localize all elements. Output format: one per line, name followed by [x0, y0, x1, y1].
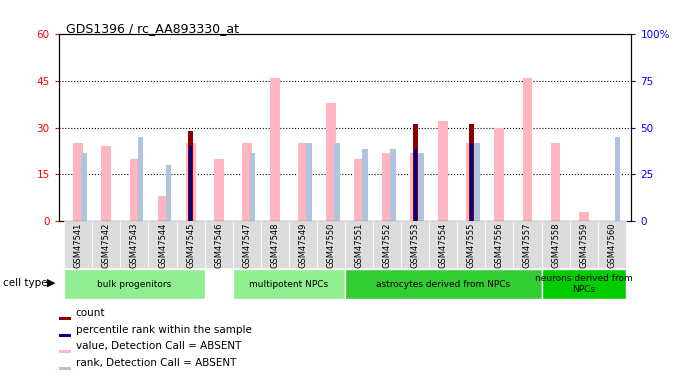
Text: astrocytes derived from NPCs: astrocytes derived from NPCs — [376, 280, 511, 289]
Text: GSM47558: GSM47558 — [551, 223, 560, 268]
Bar — [64, 269, 205, 299]
Text: bulk progenitors: bulk progenitors — [97, 280, 172, 289]
Bar — [418, 153, 424, 221]
Text: GSM47546: GSM47546 — [214, 223, 223, 268]
Text: rank, Detection Call = ABSENT: rank, Detection Call = ABSENT — [76, 358, 236, 368]
Text: GSM47545: GSM47545 — [186, 223, 195, 268]
Text: GSM47547: GSM47547 — [242, 223, 251, 268]
Bar — [513, 221, 542, 268]
Bar — [615, 137, 620, 221]
Bar — [59, 317, 70, 320]
Bar — [470, 143, 473, 221]
Bar — [130, 159, 139, 221]
Bar — [92, 221, 121, 268]
Bar — [306, 143, 312, 221]
Bar — [391, 149, 396, 221]
Text: GSM47556: GSM47556 — [495, 223, 504, 268]
Bar — [233, 269, 345, 299]
Bar — [81, 153, 87, 221]
Text: GDS1396 / rc_AA893330_at: GDS1396 / rc_AA893330_at — [66, 22, 239, 36]
Bar — [382, 153, 392, 221]
Bar — [345, 269, 542, 299]
Bar — [289, 221, 317, 268]
Text: count: count — [76, 308, 106, 318]
Bar — [64, 221, 92, 268]
Bar — [475, 143, 480, 221]
Bar — [413, 124, 417, 221]
Bar — [522, 78, 533, 221]
Text: GSM47544: GSM47544 — [158, 223, 167, 268]
Bar — [233, 221, 261, 268]
Bar — [177, 221, 205, 268]
Text: GSM47549: GSM47549 — [298, 223, 307, 268]
Text: cell type: cell type — [3, 278, 48, 288]
Bar — [569, 221, 598, 268]
Bar — [373, 221, 401, 268]
Bar — [121, 221, 148, 268]
Text: value, Detection Call = ABSENT: value, Detection Call = ABSENT — [76, 342, 242, 351]
Text: GSM47550: GSM47550 — [326, 223, 335, 268]
Text: GSM47555: GSM47555 — [467, 223, 476, 268]
Bar — [189, 146, 192, 221]
Bar — [73, 143, 83, 221]
Bar — [298, 143, 308, 221]
Bar — [137, 137, 143, 221]
Bar — [214, 159, 224, 221]
Bar — [345, 221, 373, 268]
Bar — [485, 221, 513, 268]
Text: GSM47559: GSM47559 — [579, 223, 588, 268]
Bar — [334, 143, 339, 221]
Text: neurons derived from
NPCs: neurons derived from NPCs — [535, 274, 633, 294]
Text: GSM47551: GSM47551 — [355, 223, 364, 268]
Bar — [101, 146, 111, 221]
Text: GSM47560: GSM47560 — [607, 223, 616, 268]
Text: GSM47541: GSM47541 — [74, 223, 83, 268]
Bar — [466, 143, 476, 221]
Text: GSM47554: GSM47554 — [439, 223, 448, 268]
Bar — [270, 78, 279, 221]
Text: percentile rank within the sample: percentile rank within the sample — [76, 325, 252, 335]
Bar — [542, 221, 569, 268]
Text: GSM47552: GSM47552 — [383, 223, 392, 268]
Bar — [362, 149, 368, 221]
Bar — [438, 121, 449, 221]
Text: GSM47542: GSM47542 — [102, 223, 111, 268]
Bar — [166, 165, 171, 221]
Text: ▶: ▶ — [47, 278, 55, 288]
Bar — [59, 334, 70, 337]
Bar — [241, 143, 252, 221]
Bar — [354, 159, 364, 221]
Bar — [188, 130, 193, 221]
Text: GSM47557: GSM47557 — [523, 223, 532, 268]
Bar — [411, 153, 420, 221]
Bar — [414, 149, 417, 221]
Bar — [157, 196, 168, 221]
Bar — [429, 221, 457, 268]
Bar — [598, 221, 626, 268]
Bar — [59, 367, 70, 370]
Text: multipotent NPCs: multipotent NPCs — [249, 280, 328, 289]
Bar — [495, 128, 504, 221]
Bar — [59, 350, 70, 353]
Bar — [579, 212, 589, 221]
Bar — [542, 269, 626, 299]
Bar — [551, 143, 560, 221]
Bar — [261, 221, 289, 268]
Bar — [457, 221, 485, 268]
Bar — [250, 153, 255, 221]
Text: GSM47553: GSM47553 — [411, 223, 420, 268]
Bar — [317, 221, 345, 268]
Bar — [205, 221, 233, 268]
Bar — [326, 102, 336, 221]
Text: GSM47548: GSM47548 — [270, 223, 279, 268]
Bar — [186, 143, 195, 221]
Bar — [469, 124, 474, 221]
Bar — [148, 221, 177, 268]
Bar — [401, 221, 429, 268]
Text: GSM47543: GSM47543 — [130, 223, 139, 268]
